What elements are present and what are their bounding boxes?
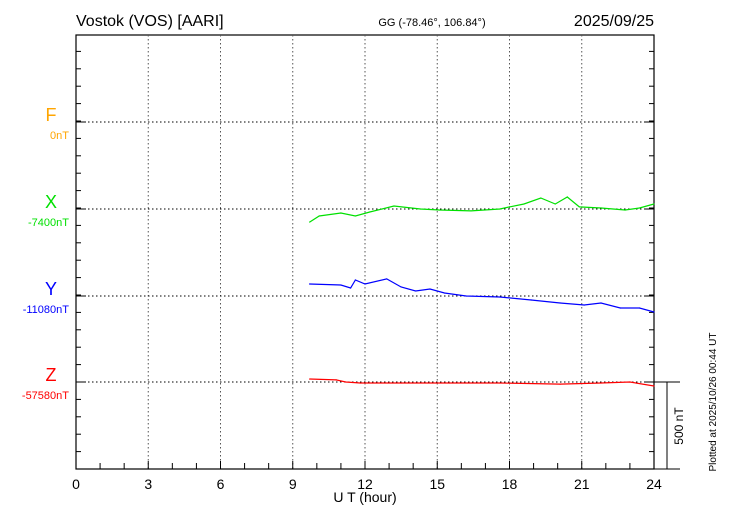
data-point-x — [499, 208, 501, 210]
data-point-y — [583, 304, 585, 306]
data-point-z — [448, 382, 450, 384]
data-point-x — [508, 206, 511, 208]
data-point-y — [354, 279, 356, 281]
scale-bar-label: 500 nT — [672, 407, 686, 445]
chart-date: 2025/09/25 — [574, 13, 654, 30]
x-tick-label: 0 — [72, 476, 80, 492]
data-point-x — [470, 210, 472, 212]
data-point-y — [349, 287, 352, 289]
data-point-x — [566, 196, 568, 198]
data-point-x — [354, 215, 356, 217]
x-tick-label: 24 — [646, 476, 662, 492]
plotted-at-note: Plotted at 2025/10/26 00:44 UT — [708, 333, 719, 472]
data-point-z — [359, 382, 361, 384]
data-point-x — [523, 203, 525, 205]
data-point-x — [340, 212, 342, 214]
trace-x — [309, 196, 655, 223]
x-tick-label: 3 — [144, 476, 152, 492]
data-point-y — [429, 288, 431, 290]
data-point-z — [499, 382, 501, 384]
baseline-value-label: -57580nT — [22, 390, 69, 402]
data-point-y — [414, 290, 417, 292]
data-point-y — [499, 296, 501, 298]
data-point-x — [554, 203, 556, 205]
data-point-z — [345, 381, 347, 383]
data-point-y — [400, 286, 402, 288]
data-point-x — [653, 203, 655, 205]
data-point-y — [653, 311, 655, 313]
data-point-z — [653, 385, 655, 387]
baseline-value-label: 0nT — [50, 130, 69, 142]
data-point-z — [629, 381, 631, 383]
x-tick-label: 18 — [502, 476, 518, 492]
data-point-y — [443, 292, 446, 294]
chart-title: Vostok (VOS) [AARI] — [76, 13, 224, 30]
baseline-value-label: -11080nT — [23, 304, 70, 316]
data-point-x — [638, 207, 641, 209]
baseline-value-label: -7400nT — [28, 217, 69, 229]
chart-subtitle: GG (-78.46°, 106.84°) — [378, 17, 485, 29]
data-point-y — [309, 283, 311, 285]
x-tick-label: 21 — [574, 476, 590, 492]
component-label-y: Y — [45, 279, 57, 299]
x-axis-label: U T (hour) — [333, 489, 396, 505]
data-point-x — [318, 215, 320, 217]
data-point-x — [600, 207, 602, 209]
data-point-z — [400, 382, 402, 384]
x-tick-label: 6 — [217, 476, 225, 492]
x-tick-label: 15 — [429, 476, 445, 492]
data-point-y — [465, 295, 467, 297]
data-point-y — [386, 278, 388, 280]
trace-y — [309, 278, 655, 313]
trace-z — [309, 378, 655, 387]
data-point-y — [638, 307, 641, 309]
data-point-y — [530, 299, 532, 301]
component-label-z: Z — [46, 365, 57, 385]
data-point-y — [600, 302, 602, 304]
data-point-x — [309, 221, 311, 223]
x-tick-label: 9 — [289, 476, 297, 492]
data-point-z — [600, 382, 602, 384]
component-label-f: F — [46, 105, 57, 125]
data-point-x — [624, 209, 626, 211]
data-point-z — [335, 379, 337, 381]
data-point-x — [369, 211, 371, 213]
x-tick-label: 12 — [357, 476, 373, 492]
data-point-y — [619, 307, 621, 309]
data-point-x — [578, 206, 580, 208]
data-point-x — [540, 197, 542, 199]
data-point-z — [559, 383, 561, 385]
data-point-x — [439, 209, 441, 211]
component-label-x: X — [45, 192, 57, 212]
data-point-y — [559, 302, 561, 304]
data-point-y — [340, 284, 342, 286]
data-point-y — [364, 283, 366, 285]
data-point-z — [309, 378, 311, 380]
data-point-x — [419, 208, 421, 210]
data-point-x — [393, 205, 395, 207]
